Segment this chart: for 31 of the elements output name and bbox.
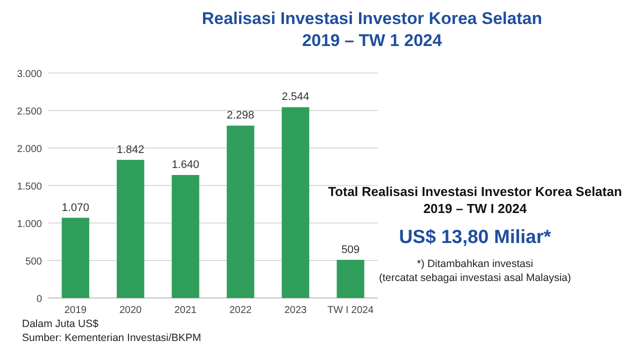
y-tick-label: 2.500: [16, 106, 42, 118]
x-tick-label: 2020: [119, 305, 142, 316]
x-tick-label: 2023: [284, 305, 308, 316]
text: *) Ditambahkan investasi (tercatat sebagai investasi asal Malaysia): [378, 258, 572, 284]
annotation: Total Realisasi Investasi Investor Korea Selatan 2019 – TW I 2024: [328, 184, 622, 216]
chart-title: Realisasi Investasi Investor Korea Selatan 2019 – TW 1 2024: [202, 9, 542, 50]
y-tick-label: 1.500: [16, 182, 42, 192]
x-tick-label: TW I 2024: [327, 305, 374, 316]
text: Sumber: Kementerian Investasi/BKPM: [22, 332, 202, 344]
y-tick-label: 1.000: [16, 219, 42, 230]
bar: [62, 218, 90, 298]
data-label: 2.298: [226, 110, 254, 122]
data-label: 1.070: [62, 202, 90, 214]
bar: [282, 107, 310, 298]
data-label: 509: [341, 244, 360, 256]
bar: [172, 175, 200, 298]
x-tick-label: 2019: [64, 305, 88, 316]
x-tick-label: 2022: [229, 305, 252, 316]
y-tick-label: 2.000: [16, 144, 42, 155]
y-tick-label: 0: [36, 294, 42, 305]
data-label: 1.842: [116, 144, 144, 156]
y-tick-label: 3.000: [16, 69, 42, 80]
x-tick-label: 2021: [174, 305, 198, 316]
data-label: 1.640: [172, 159, 200, 171]
bar: [116, 160, 144, 298]
data-label: 2.544: [282, 91, 310, 104]
text: Dalam Juta US$: [22, 318, 99, 330]
bar: [226, 126, 254, 298]
y-tick-label: 500: [25, 256, 42, 268]
text: US$ 13,80 Miliar*: [398, 227, 552, 248]
bar: [336, 260, 364, 298]
